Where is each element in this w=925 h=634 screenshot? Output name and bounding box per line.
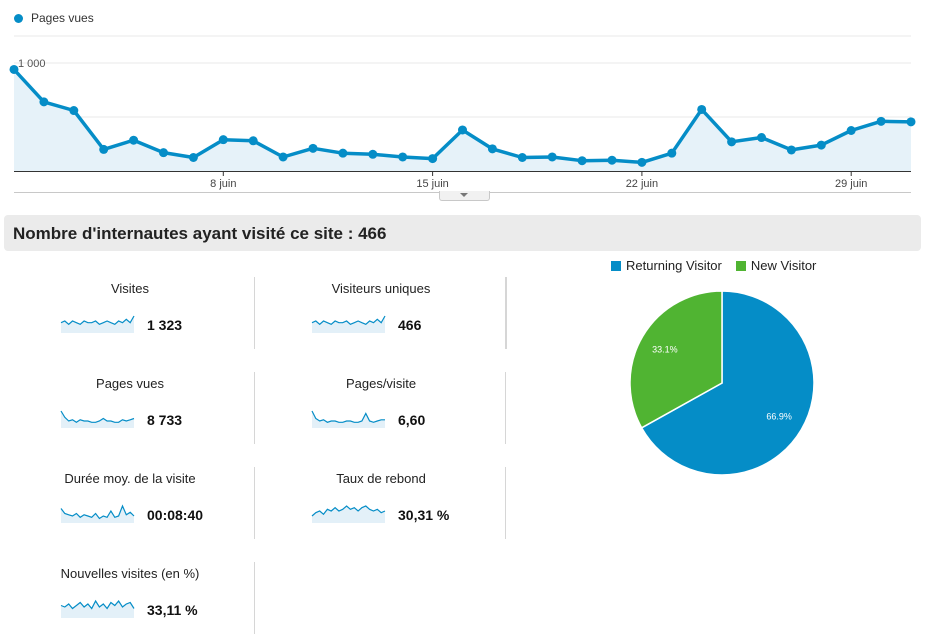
data-point	[398, 152, 408, 162]
data-point	[69, 106, 79, 116]
sparkline-area	[61, 316, 134, 333]
legend-label: Returning Visitor	[626, 258, 722, 273]
data-point	[637, 157, 647, 167]
chart-collapse-toggle[interactable]	[439, 191, 490, 201]
metric-pages-visite[interactable]: Pages/visite 6,60	[256, 372, 506, 444]
data-point	[697, 104, 707, 114]
legend-label: New Visitor	[750, 258, 817, 273]
metric-label: Durée moy. de la visite	[64, 471, 196, 486]
metric-value: 30,31 %	[398, 507, 450, 523]
legend-swatch	[611, 260, 621, 271]
data-point	[876, 116, 886, 126]
pie-legend: Returning Visitor New Visitor	[611, 258, 830, 273]
data-point	[99, 144, 109, 154]
metric-value: 1 323	[147, 317, 183, 333]
pie-slice-label: 33.1%	[652, 344, 678, 354]
data-point	[547, 152, 557, 162]
summary-header: Nombre d'internautes ayant visité ce sit…	[4, 215, 921, 251]
x-tick-label: 29 juin	[835, 178, 867, 190]
data-point	[577, 156, 587, 166]
sparkline-area	[61, 411, 134, 428]
sparkline	[60, 504, 135, 523]
data-point	[218, 135, 228, 145]
sparkline	[311, 410, 385, 428]
metric-duree-moy[interactable]: Durée moy. de la visite 00:08:40	[5, 467, 255, 539]
metric-nouvelles-visites[interactable]: Nouvelles visites (en %) 33,11 %	[5, 562, 255, 634]
pie-slice-returning-visitor	[640, 290, 815, 476]
metric-label: Visites	[110, 281, 150, 296]
data-point	[308, 143, 318, 153]
data-point	[188, 153, 198, 162]
sparkline-area	[312, 316, 385, 333]
data-point	[368, 149, 378, 159]
data-point	[487, 144, 497, 154]
metric-value: 00:08:40	[147, 507, 204, 523]
data-point	[428, 154, 438, 164]
sparkline	[311, 505, 386, 523]
sparkline-area	[312, 411, 385, 428]
pie-slice-label: 66.9%	[766, 412, 792, 422]
data-point	[9, 64, 19, 74]
pie-slice-new-visitor	[629, 290, 723, 429]
sparkline-area	[312, 506, 385, 523]
sparkline-area	[61, 506, 134, 523]
metric-label: Pages vues	[96, 376, 164, 391]
series-dot-icon	[14, 13, 23, 23]
data-point	[248, 136, 258, 146]
metric-value: 8 733	[147, 412, 183, 428]
main-chart-legend-label: Pages vues	[31, 11, 94, 25]
data-point	[278, 152, 288, 162]
metric-label: Pages/visite	[345, 376, 417, 391]
metric-label: Nouvelles visites (en %)	[60, 566, 200, 581]
legend-swatch	[735, 260, 746, 271]
data-point	[816, 140, 826, 150]
data-point	[846, 126, 856, 135]
data-point	[338, 148, 348, 158]
sparkline-line	[311, 410, 385, 423]
x-tick-label: 8 juin	[210, 178, 236, 190]
sparkline-line	[60, 599, 135, 610]
sparkline-line	[311, 505, 386, 517]
sparkline-line	[60, 504, 135, 520]
metric-value: 33,11 %	[147, 602, 198, 618]
sparkline-line	[60, 410, 135, 424]
metric-label: Taux de rebond	[336, 471, 426, 486]
metric-visites[interactable]: Visites 1 323	[5, 277, 255, 349]
summary-title: Nombre d'internautes ayant visité ce sit…	[13, 224, 387, 243]
sparkline	[311, 315, 386, 333]
data-point	[129, 135, 139, 145]
data-point	[757, 133, 766, 143]
data-point	[727, 137, 737, 147]
data-point	[517, 153, 527, 162]
sparkline	[60, 599, 135, 618]
sparkline	[60, 410, 135, 428]
metric-value: 466	[398, 317, 422, 333]
sparkline	[60, 315, 135, 333]
x-tick-label: 22 juin	[626, 178, 658, 190]
metric-visiteurs-uniques[interactable]: Visiteurs uniques 466	[256, 277, 506, 349]
sparkline-line	[60, 315, 135, 326]
data-point	[786, 145, 796, 155]
data-point	[667, 148, 677, 158]
legend-item-returning[interactable]: Returning Visitor	[611, 258, 722, 273]
sparkline-line	[311, 315, 386, 326]
data-point	[458, 125, 467, 135]
legend-item-new[interactable]: New Visitor	[735, 258, 817, 273]
metric-label: Visiteurs uniques	[331, 281, 431, 296]
data-point	[159, 148, 168, 158]
data-point	[607, 155, 617, 165]
column-divider	[506, 277, 507, 349]
metric-value: 6,60	[398, 412, 426, 428]
series-area	[14, 69, 911, 171]
data-point	[906, 117, 916, 127]
metric-pages-vues[interactable]: Pages vues 8 733	[5, 372, 255, 444]
data-point	[39, 97, 49, 107]
y-tick-label: 1 000	[18, 58, 46, 70]
main-chart-legend: Pages vues	[14, 11, 94, 25]
visitor-type-pie-chart: 66.9% 33.1%	[629, 290, 815, 476]
x-tick-label: 15 juin	[416, 178, 448, 190]
metric-taux-rebond[interactable]: Taux de rebond 30,31 %	[256, 467, 506, 539]
